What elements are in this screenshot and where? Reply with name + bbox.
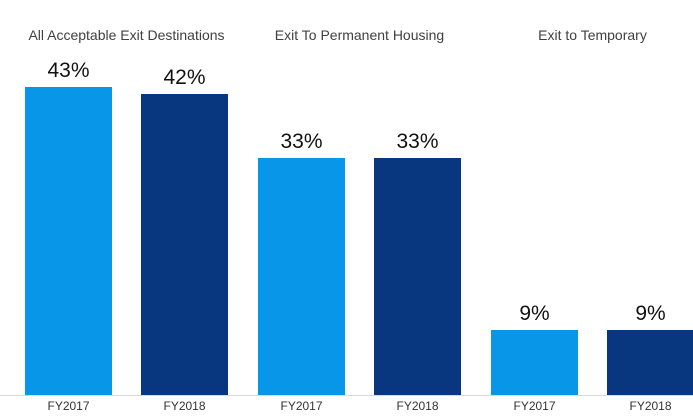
value-label: 9%	[635, 302, 666, 326]
bar	[141, 93, 228, 395]
x-tick-label: FY2017	[47, 399, 90, 413]
x-tick-label: FY2018	[629, 399, 672, 413]
group-title: Exit to Temporary	[538, 27, 647, 43]
x-tick-label: FY2018	[163, 399, 206, 413]
group-title: All Acceptable Exit Destinations	[28, 27, 225, 43]
bar	[258, 158, 345, 395]
value-label: 43%	[47, 58, 90, 82]
x-tick-label: FY2018	[396, 399, 439, 413]
x-tick-label: FY2017	[513, 399, 556, 413]
bar	[374, 158, 461, 395]
baseline	[0, 395, 693, 396]
bar	[25, 86, 112, 395]
group-title: Exit To Permanent Housing	[274, 27, 445, 43]
value-label: 33%	[396, 130, 439, 154]
bar	[491, 330, 578, 395]
value-label: 9%	[519, 302, 550, 326]
value-label: 33%	[280, 130, 323, 154]
x-tick-label: FY2017	[280, 399, 323, 413]
value-label: 42%	[163, 65, 206, 89]
bar	[607, 330, 693, 395]
